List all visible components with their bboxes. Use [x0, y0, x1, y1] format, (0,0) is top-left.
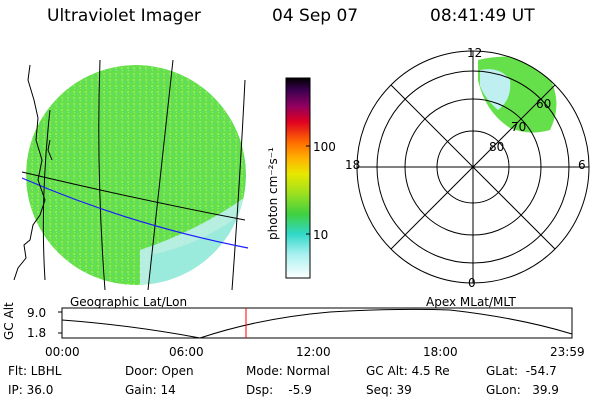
status-glon: GLon: 39.9 [486, 383, 559, 397]
status-flt: Flt: LBHL [8, 364, 62, 378]
altitude-plot-frame [61, 307, 573, 339]
date-label: 04 Sep 07 [272, 6, 359, 26]
time-tick-2: 12:00 [296, 345, 331, 359]
status-seq: Seq: 39 [366, 383, 412, 397]
polar-grid [356, 50, 590, 284]
mlt-label-12: 12 [467, 46, 483, 60]
status-glat: GLat: -54.7 [486, 364, 557, 378]
time-tick-0: 00:00 [45, 345, 80, 359]
altitude-plot [58, 307, 573, 339]
right-caption: Apex MLat/MLT [426, 295, 516, 309]
time-tick-4: 23:59 [550, 345, 585, 359]
altitude-curve [61, 308, 573, 339]
altitude-ytick-9: 9.0 [27, 306, 47, 320]
mlat-label-80: 80 [489, 140, 505, 154]
status-door: Door: Open [125, 364, 194, 378]
altitude-ytick-1-8: 1.8 [27, 326, 47, 340]
mlat-label-60: 60 [536, 97, 552, 111]
colorbar-unit-label: photon cm⁻²s⁻¹ [266, 147, 280, 240]
instrument-title: Ultraviolet Imager [47, 6, 201, 26]
altitude-ylabel: GC Alt [2, 302, 16, 340]
status-ip: IP: 36.0 [8, 383, 54, 397]
time-tick-1: 06:00 [169, 345, 204, 359]
time-label: 08:41:49 UT [430, 6, 535, 26]
mlt-label-0: 0 [468, 276, 476, 290]
mlat-label-70: 70 [511, 120, 527, 134]
status-gain: Gain: 14 [125, 383, 176, 397]
polar-plot [356, 50, 590, 284]
time-tick-3: 18:00 [423, 345, 458, 359]
colorbar-tick-100: 100 [313, 140, 336, 154]
geographic-image [13, 59, 249, 291]
colorbar-tick-10: 10 [313, 228, 329, 242]
mlt-label-18: 18 [345, 158, 361, 172]
status-dsp: Dsp: -5.9 [246, 383, 312, 397]
status-mode: Mode: Normal [246, 364, 330, 378]
coastline [13, 64, 46, 281]
mlt-label-6: 6 [578, 158, 586, 172]
color-scale-bar [285, 77, 311, 279]
status-gc-alt: GC Alt: 4.5 Re [366, 364, 450, 378]
blue-track-line [21, 177, 249, 249]
left-caption: Geographic Lat/Lon [70, 295, 188, 309]
